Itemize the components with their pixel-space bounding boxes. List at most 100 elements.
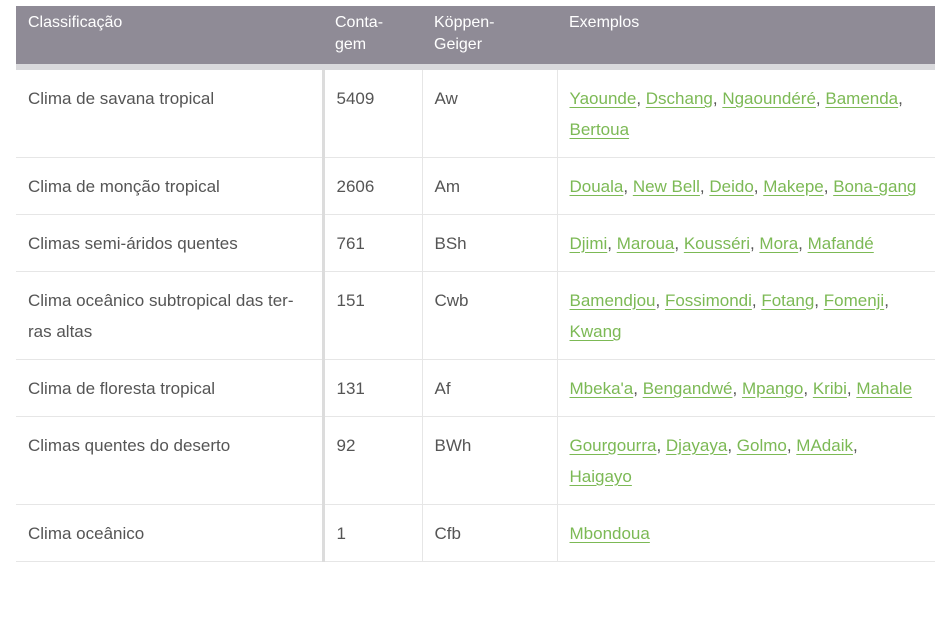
example-city-link[interactable]: Deido <box>709 177 754 196</box>
header-koppen[interactable]: Köppen- Geiger <box>422 6 557 70</box>
example-separator: , <box>636 89 646 108</box>
example-city-link[interactable]: Dschang <box>645 89 713 108</box>
example-city-link[interactable]: Makepe <box>763 177 824 196</box>
example-city-link[interactable]: Bamenda <box>825 89 899 108</box>
example-separator: , <box>803 379 813 398</box>
example-separator: , <box>633 379 643 398</box>
example-separator: , <box>699 177 710 196</box>
cell-examples: Douala, New Bell, Deido, Makepe, Bona-ga… <box>556 157 935 215</box>
example-separator: , <box>898 89 903 108</box>
example-separator: , <box>727 436 737 455</box>
example-city-link[interactable]: Golmo <box>736 436 787 455</box>
example-city-link[interactable]: Kwang <box>569 322 622 341</box>
table-body: Clima de savana tropical 5409 Aw Yaounde… <box>16 67 935 562</box>
cell-classification: Clima de floresta tropical <box>16 359 323 417</box>
cell-koppen: Cwb <box>421 271 557 360</box>
header-koppen-label-line2: Geiger <box>434 36 483 53</box>
example-separator: , <box>607 234 617 253</box>
example-city-link[interactable]: Douala <box>569 177 624 196</box>
table-row: Clima de savana tropical 5409 Aw Yaounde… <box>16 67 935 158</box>
example-city-link[interactable]: Mafandé <box>807 234 874 253</box>
cell-examples: Mbeka'a, Bengandwé, Mpango, Kribi, Mahal… <box>556 359 935 417</box>
climate-table-container: Classificação Conta- gem Köppen- Geiger … <box>16 6 935 562</box>
example-city-link[interactable]: Bertoua <box>569 120 630 139</box>
cell-classification: Climas quentes do deserto <box>16 416 323 505</box>
example-city-link[interactable]: Ngaoundéré <box>722 89 816 108</box>
example-city-link[interactable]: Gourgourra <box>569 436 657 455</box>
cell-examples: Djimi, Maroua, Kousséri, Mora, Mafandé <box>556 214 935 272</box>
header-row: Classificação Conta- gem Köppen- Geiger … <box>16 6 935 70</box>
cell-count: 2606 <box>321 157 422 215</box>
example-city-link[interactable]: Fomenji <box>823 291 885 310</box>
cell-examples: Bamendjou, Fossimondi, Fotang, Fomenji, … <box>556 271 935 360</box>
table-row: Clima de floresta tropical 131 Af Mbeka'… <box>16 359 935 417</box>
example-city-link[interactable]: Bengandwé <box>642 379 733 398</box>
cell-count: 5409 <box>321 67 422 158</box>
example-city-link[interactable]: Kousséri <box>683 234 750 253</box>
header-count-label-line2: gem <box>335 36 367 53</box>
example-city-link[interactable]: Bamendjou <box>569 291 656 310</box>
header-koppen-label-line1: Köppen- <box>434 14 495 31</box>
example-city-link[interactable]: Mahale <box>856 379 913 398</box>
cell-count: 151 <box>321 271 422 360</box>
header-classification-label: Classificação <box>28 14 123 31</box>
climate-table: Classificação Conta- gem Köppen- Geiger … <box>16 6 935 562</box>
example-separator: , <box>751 291 762 310</box>
header-examples-label: Exemplos <box>569 14 640 31</box>
cell-examples: Yaounde, Dschang, Ngaoundéré, Bamenda, B… <box>556 67 935 158</box>
example-city-link[interactable]: Mbeka'a <box>569 379 634 398</box>
example-city-link[interactable]: Kribi <box>812 379 847 398</box>
cell-count: 92 <box>321 416 422 505</box>
table-row: Climas quentes do deserto 92 BWh Gourgou… <box>16 416 935 505</box>
cell-examples: Mbondoua <box>556 504 935 562</box>
table-row: Climas semi-áridos quentes 761 BSh Djimi… <box>16 214 935 272</box>
example-separator: , <box>732 379 742 398</box>
table-header: Classificação Conta- gem Köppen- Geiger … <box>16 6 935 70</box>
example-separator: , <box>846 379 857 398</box>
example-city-link[interactable]: Fotang <box>761 291 815 310</box>
example-separator: , <box>674 234 684 253</box>
cell-classification: Clima de monção tropical <box>16 157 323 215</box>
cell-examples: Gourgourra, Djayaya, Golmo, MAdaik, Haig… <box>556 416 935 505</box>
header-count-label-line1: Conta- <box>335 14 384 31</box>
example-city-link[interactable]: MAdaik <box>796 436 853 455</box>
example-separator: , <box>786 436 797 455</box>
example-city-link[interactable]: Yaounde <box>569 89 637 108</box>
example-city-link[interactable]: Fossimondi <box>664 291 752 310</box>
example-separator: , <box>884 291 889 310</box>
example-separator: , <box>712 89 723 108</box>
example-city-link[interactable]: Haigayo <box>569 467 632 486</box>
example-city-link[interactable]: Bona-gang <box>833 177 917 196</box>
example-separator: , <box>753 177 764 196</box>
example-separator: , <box>655 291 665 310</box>
cell-koppen: BSh <box>421 214 557 272</box>
example-city-link[interactable]: Mpango <box>741 379 804 398</box>
example-separator: , <box>749 234 760 253</box>
table-row: Clima oceânico 1 Cfb Mbondoua <box>16 504 935 562</box>
example-separator: , <box>623 177 633 196</box>
example-city-link[interactable]: Mbondoua <box>569 524 650 543</box>
cell-koppen: Am <box>421 157 557 215</box>
example-city-link[interactable]: Djimi <box>569 234 608 253</box>
header-examples[interactable]: Exemplos <box>557 6 935 70</box>
example-city-link[interactable]: New Bell <box>632 177 700 196</box>
cell-count: 761 <box>321 214 422 272</box>
example-city-link[interactable]: Mora <box>759 234 799 253</box>
table-row: Clima oceânico subtropical das ter-ras a… <box>16 271 935 360</box>
table-row: Clima de monção tropical 2606 Am Douala,… <box>16 157 935 215</box>
cell-classification: Clima oceânico <box>16 504 323 562</box>
cell-classification: Clima oceânico subtropical das ter-ras a… <box>16 271 323 360</box>
example-separator: , <box>656 436 666 455</box>
cell-classification: Climas semi-áridos quentes <box>16 214 323 272</box>
cell-classification: Clima de savana tropical <box>16 67 323 158</box>
example-separator: , <box>852 436 858 455</box>
cell-koppen: Aw <box>421 67 557 158</box>
cell-count: 131 <box>321 359 422 417</box>
cell-koppen: Af <box>421 359 557 417</box>
example-city-link[interactable]: Maroua <box>616 234 675 253</box>
example-city-link[interactable]: Djayaya <box>665 436 728 455</box>
header-count[interactable]: Conta- gem <box>323 6 422 70</box>
cell-koppen: Cfb <box>421 504 557 562</box>
header-classification[interactable]: Classificação <box>16 6 323 70</box>
example-separator: , <box>815 89 826 108</box>
